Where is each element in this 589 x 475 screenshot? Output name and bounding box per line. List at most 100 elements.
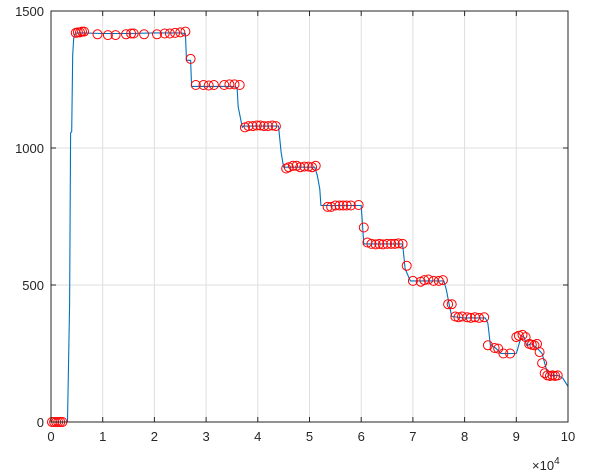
x-tick-label: 9 [513, 429, 520, 444]
data-point [341, 200, 352, 211]
x-tick-label: 3 [202, 429, 209, 444]
y-tick-label: 1000 [15, 141, 44, 156]
data-point [443, 299, 454, 310]
data-point [170, 27, 181, 38]
data-point [334, 200, 345, 211]
data-point [299, 161, 310, 172]
data-point [180, 26, 191, 37]
data-point [255, 120, 266, 131]
data-point [401, 260, 412, 271]
data-point [303, 161, 314, 172]
y-tick-label: 0 [37, 415, 44, 430]
data-point [498, 348, 509, 359]
data-point [190, 80, 201, 90]
data-point [121, 29, 131, 40]
data-point [382, 238, 393, 249]
data-point [407, 275, 418, 286]
data-point [529, 340, 540, 351]
data-point [175, 27, 186, 38]
data-point [251, 120, 262, 131]
x-tick-label: 6 [358, 429, 365, 444]
x-tick-label: 10 [561, 429, 575, 444]
x-tick-label: 8 [461, 429, 468, 444]
data-point [259, 121, 269, 132]
data-point [102, 30, 113, 41]
x-exponent-label: ×104 [532, 456, 560, 473]
data-point [374, 238, 385, 249]
data-point [517, 329, 528, 340]
data-point [366, 238, 377, 249]
x-tick-label: 2 [151, 429, 158, 444]
data-point [552, 370, 563, 381]
data-point [219, 80, 230, 90]
data-point [128, 28, 139, 39]
data-point [474, 312, 485, 323]
data-point [537, 358, 548, 369]
data-point [159, 28, 170, 39]
data-point [446, 299, 457, 310]
data-point [288, 160, 298, 171]
data-point [338, 200, 349, 211]
data-point [110, 30, 121, 41]
data-point [295, 162, 306, 173]
x-exponent-power: 4 [554, 456, 560, 467]
data-point [386, 238, 397, 249]
data-point [234, 80, 245, 90]
x-tick-label: 4 [254, 429, 261, 444]
data-point [283, 162, 294, 173]
data-point [92, 29, 103, 40]
data-point [330, 200, 341, 211]
data-point [243, 121, 254, 132]
data-point [479, 312, 490, 323]
data-point [79, 26, 90, 37]
data-point [139, 29, 150, 40]
data-point [281, 163, 292, 174]
data-point [358, 222, 369, 233]
data-point [126, 28, 137, 39]
data-point [345, 200, 356, 211]
data-point [462, 312, 473, 323]
data-point [208, 80, 219, 90]
data-point [539, 368, 550, 379]
data-point [322, 201, 333, 212]
data-point [229, 79, 240, 90]
y-tick-label: 1500 [15, 4, 44, 19]
x-tick-label: 1 [99, 429, 106, 444]
series-layer [47, 26, 569, 427]
data-point [513, 330, 524, 341]
data-point [389, 238, 400, 249]
data-point [423, 274, 434, 285]
data-point [326, 201, 337, 212]
y-tick-label: 500 [22, 278, 44, 293]
data-point [267, 120, 278, 131]
data-point [270, 121, 281, 132]
data-point [433, 275, 444, 286]
data-point [377, 239, 388, 250]
data-point [164, 28, 175, 39]
data-point [505, 348, 516, 359]
data-point [224, 79, 235, 90]
x-tick-label: 7 [409, 429, 416, 444]
data-point [152, 29, 162, 40]
data-point [370, 239, 381, 250]
data-point [437, 275, 448, 286]
data-point [397, 238, 408, 249]
data-point [482, 340, 493, 351]
data-point [247, 121, 258, 132]
data-point [185, 53, 196, 64]
x-tick-label: 5 [306, 429, 313, 444]
grid-lines [51, 11, 568, 422]
tick-marks [50, 10, 569, 423]
tick-labels: 0 1 2 3 4 5 6 7 8 9 10 0 500 1000 1500 [15, 4, 575, 444]
data-point [393, 238, 404, 249]
data-point [534, 347, 545, 358]
data-point [263, 121, 274, 132]
data-point [198, 80, 209, 90]
data-point [203, 80, 214, 91]
x-tick-label: 0 [47, 429, 54, 444]
data-point [310, 160, 321, 171]
data-point [353, 200, 364, 210]
data-point [489, 343, 500, 353]
data-point [465, 312, 476, 323]
